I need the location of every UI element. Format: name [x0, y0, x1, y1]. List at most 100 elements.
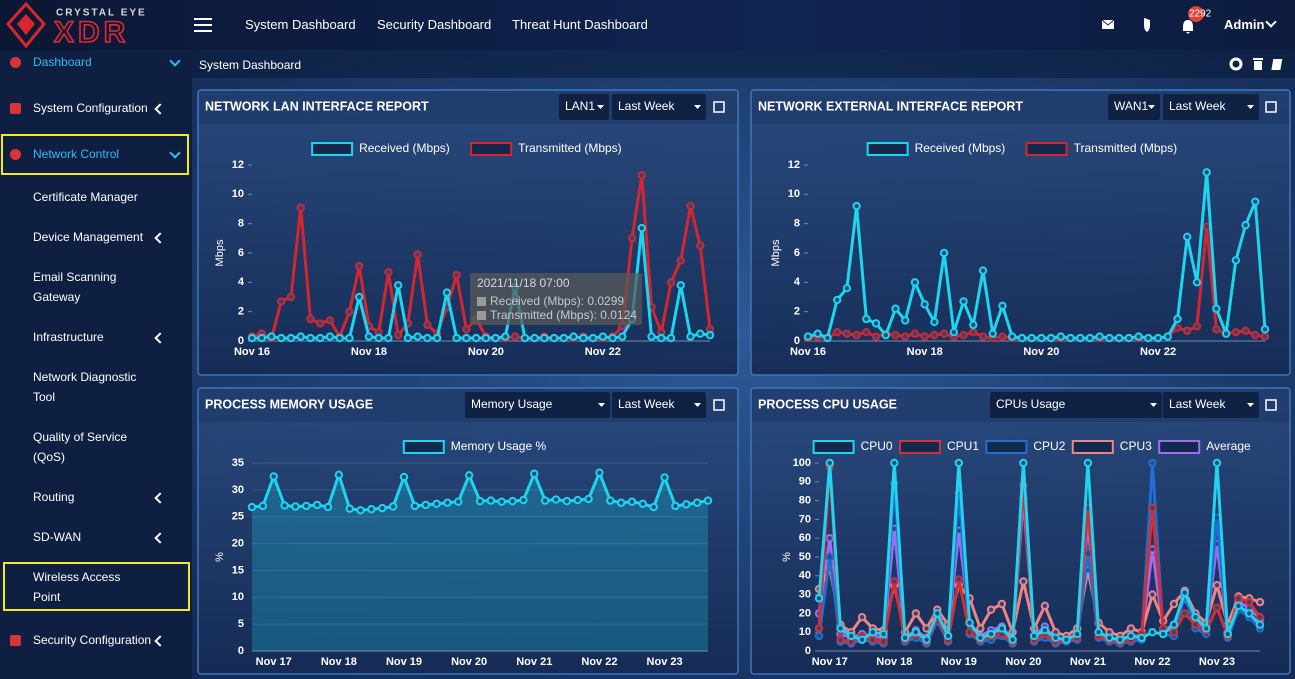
point	[510, 332, 520, 341]
point	[686, 332, 695, 341]
nav-link[interactable]: System Dashboard	[245, 17, 356, 32]
y-tick-label: 0	[805, 645, 811, 657]
y-axis-label: %	[214, 552, 226, 562]
open-link-icon[interactable]	[713, 399, 725, 411]
logo-core	[17, 14, 35, 35]
delete-icon[interactable]	[1254, 61, 1262, 70]
point	[462, 333, 471, 343]
dropdown[interactable]	[1108, 94, 1160, 120]
point	[862, 328, 871, 337]
x-tick-label: Nov 18	[876, 656, 912, 668]
point	[1153, 333, 1163, 343]
point	[825, 552, 834, 562]
menu-item[interactable]: Network Diagnostic Tool	[33, 370, 137, 404]
menu-item[interactable]: System Configuration	[33, 101, 148, 115]
menu-item[interactable]: Quality of Service (QoS)	[33, 430, 128, 464]
menu-item[interactable]: Device Management	[33, 230, 144, 244]
point	[569, 332, 578, 341]
point	[986, 629, 996, 639]
point	[986, 605, 996, 614]
dropdown-caret	[1150, 403, 1157, 407]
point	[618, 332, 627, 341]
tooltip-title: 2021/11/18 07:00	[477, 276, 570, 290]
point	[879, 637, 888, 646]
dropdown[interactable]	[1163, 392, 1259, 418]
menu-item[interactable]: Network Control	[33, 147, 120, 161]
point	[949, 328, 959, 337]
point	[306, 314, 315, 324]
point	[354, 292, 364, 302]
point	[660, 473, 669, 482]
menu-item[interactable]: Certificate Manager	[33, 190, 138, 204]
point	[1114, 333, 1124, 343]
x-tick-label: Nov 22	[1134, 656, 1170, 668]
nav-link[interactable]: Security Dashboard	[377, 17, 492, 32]
menu-item[interactable]: Wireless Access Point	[33, 570, 121, 604]
nav-link[interactable]: Threat Hunt Dashboard	[512, 17, 648, 32]
dropdown[interactable]	[612, 392, 706, 418]
point	[959, 330, 968, 340]
point	[1241, 220, 1250, 230]
dropdown[interactable]	[990, 392, 1162, 418]
bell-icon[interactable]	[1183, 20, 1193, 34]
y-tick-label: 100	[793, 457, 811, 469]
open-link-icon[interactable]	[1265, 399, 1277, 411]
point	[312, 500, 322, 510]
open-link-icon[interactable]	[713, 101, 725, 113]
point	[559, 333, 569, 343]
dropdown[interactable]	[612, 94, 706, 120]
y-tick-label: 0	[238, 645, 244, 657]
x-tick-label: Nov 22	[585, 346, 621, 358]
point	[1144, 333, 1153, 343]
dropdown-label: Last Week	[618, 397, 675, 411]
legend-label: CPU2	[1033, 439, 1065, 453]
menu-item[interactable]: SD-WAN	[33, 530, 82, 544]
point	[879, 629, 888, 639]
point	[1231, 328, 1241, 337]
x-tick-label: Nov 16	[790, 346, 826, 358]
point	[1019, 458, 1028, 468]
area	[252, 472, 708, 651]
x-tick-label: Nov 17	[812, 656, 848, 668]
menu-item[interactable]: Dashboard	[33, 55, 92, 69]
point	[814, 594, 824, 603]
point	[367, 504, 376, 514]
settings-icon[interactable]	[1229, 57, 1243, 71]
y-tick-label: 10	[788, 188, 800, 200]
point	[257, 333, 266, 343]
point	[584, 494, 593, 504]
menu-item[interactable]: Security Configuration	[33, 633, 152, 647]
point	[247, 333, 257, 343]
point	[954, 458, 964, 468]
menu-item[interactable]: Email Scanning Gateway	[33, 270, 117, 304]
point	[378, 503, 387, 513]
point	[1137, 633, 1146, 643]
point	[475, 496, 485, 506]
legend-label: Received (Mbps)	[359, 141, 450, 155]
dropdown[interactable]	[1163, 94, 1259, 120]
point	[891, 304, 900, 313]
point	[997, 624, 1007, 633]
x-tick-label: Nov 18	[321, 656, 357, 668]
point	[1017, 333, 1027, 343]
point	[825, 534, 834, 543]
shield-icon[interactable]	[1144, 18, 1150, 32]
point	[520, 333, 530, 343]
menu-toggle[interactable]	[194, 17, 214, 33]
dropdown[interactable]	[559, 94, 609, 120]
dropdown[interactable]	[465, 392, 610, 418]
user-menu[interactable]: Admin	[1224, 17, 1265, 32]
point	[549, 333, 559, 343]
point	[519, 495, 528, 505]
point	[1076, 333, 1085, 343]
menu-item[interactable]: Routing	[33, 490, 75, 504]
y-tick-label: 8	[794, 218, 800, 230]
open-link-icon[interactable]	[1265, 101, 1277, 113]
point	[901, 332, 910, 341]
point	[1105, 633, 1114, 643]
point	[302, 501, 311, 511]
point	[354, 262, 364, 271]
menu-item[interactable]: Infrastructure	[33, 330, 104, 344]
book-icon[interactable]	[1271, 59, 1283, 70]
